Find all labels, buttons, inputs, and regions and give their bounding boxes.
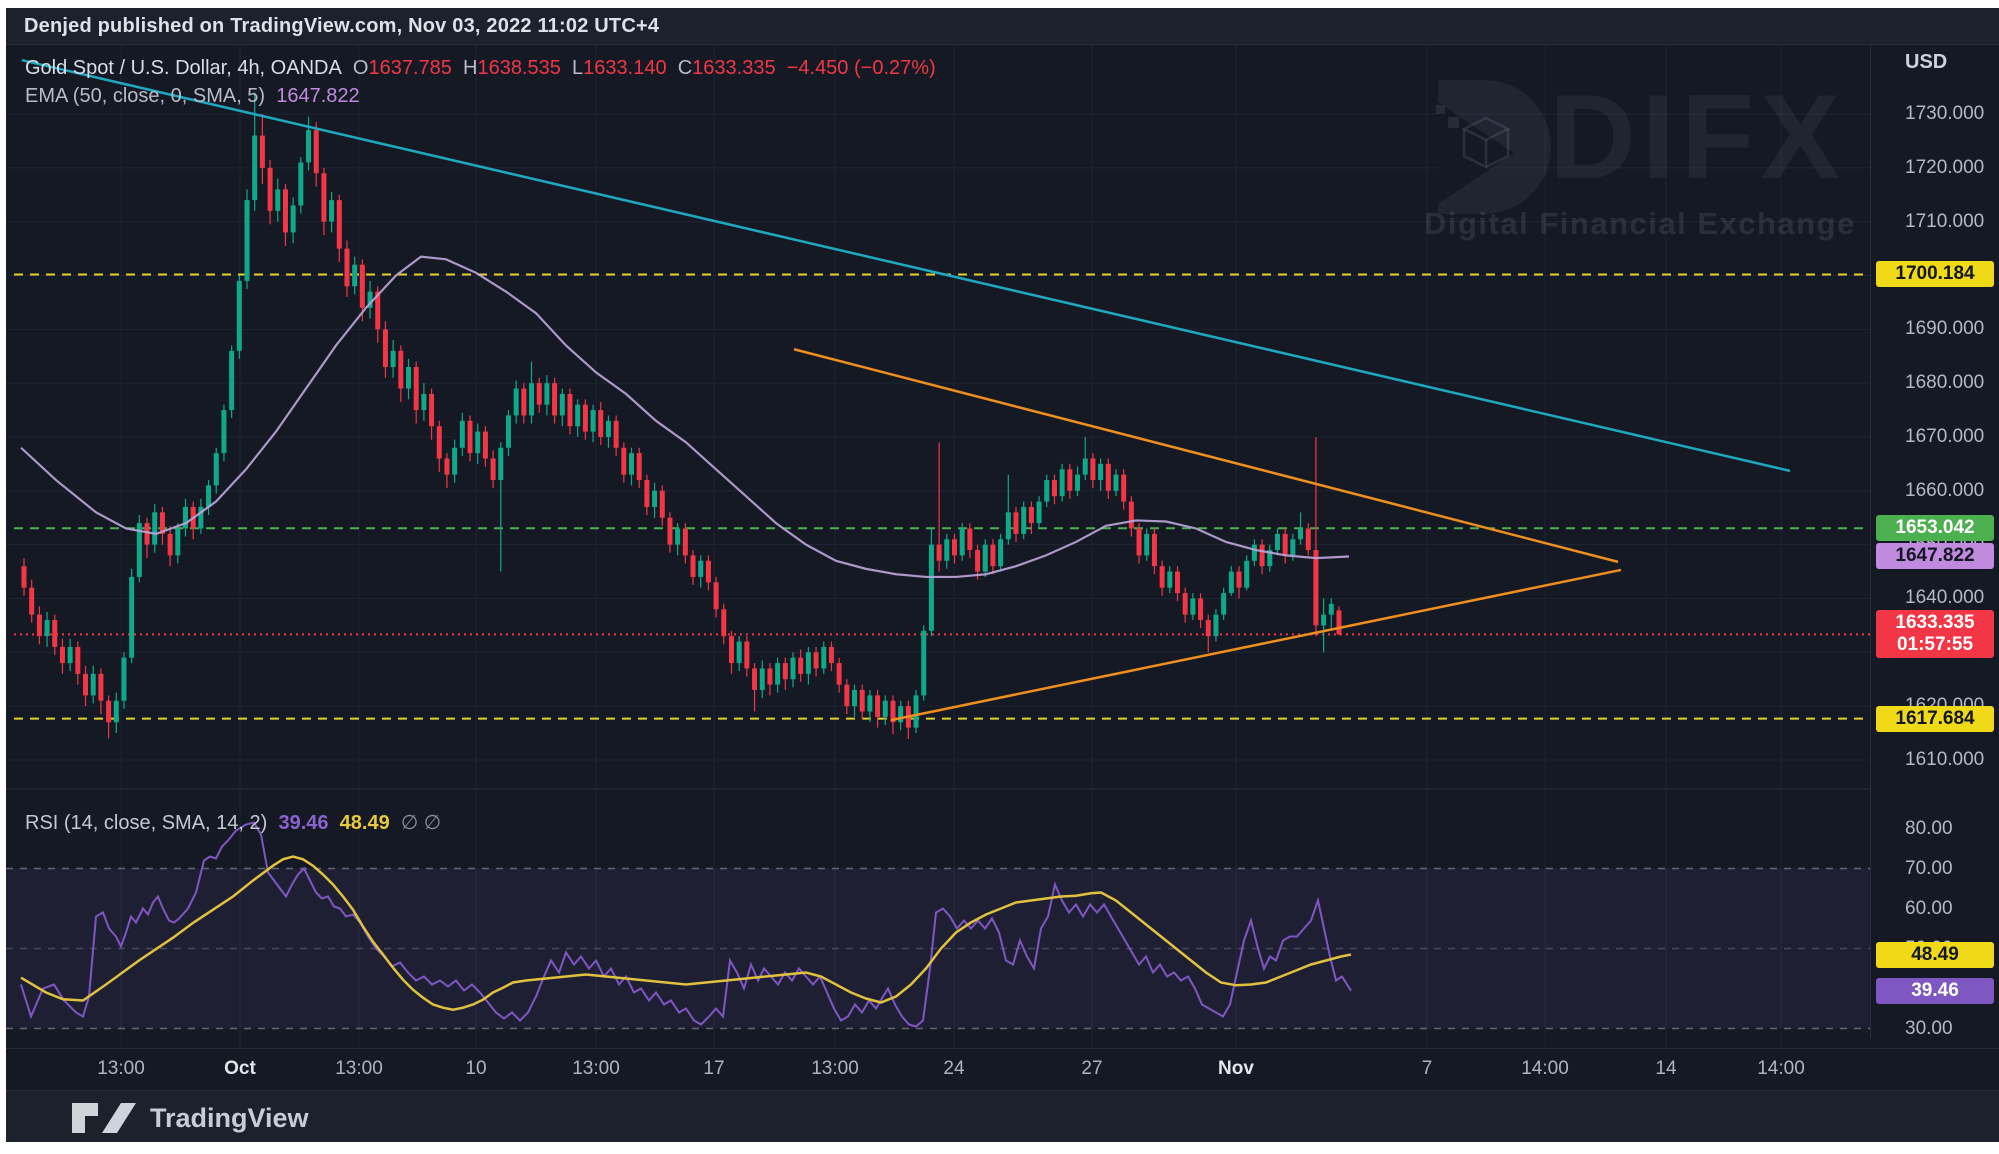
ohlc-close-letter: C: [677, 57, 693, 79]
rsi-tick: 70.00: [1905, 857, 1953, 879]
rsi-legend[interactable]: RSI (14, close, SMA, 14, 2) 39.46 48.49 …: [25, 810, 441, 835]
rsi-value-purple: 39.46: [278, 812, 329, 834]
change-value: −4.450 (−0.27%): [786, 57, 936, 79]
ohlc-high-letter: H: [463, 57, 478, 79]
time-tick: 13:00: [335, 1058, 383, 1079]
price-scale-currency: USD: [1905, 51, 1948, 73]
rsi-tick: 30.00: [1905, 1017, 1953, 1039]
footer-bar: TradingView: [6, 1090, 1999, 1142]
ohlc-low-letter: L: [572, 57, 584, 79]
ohlc-low-value: 1633.140: [583, 57, 667, 79]
ohlc-open-letter: O: [352, 57, 369, 79]
tradingview-logo-icon[interactable]: [70, 1101, 140, 1137]
rsi-tick: 60.00: [1905, 897, 1953, 919]
symbol-legend[interactable]: Gold Spot / U.S. Dollar, 4h, OANDA O1637…: [25, 57, 936, 80]
price-tick: 1730.000: [1905, 103, 1985, 124]
difx-logo-icon: [1436, 80, 1551, 214]
time-tick: Oct: [224, 1058, 256, 1079]
time-tick: 14: [1655, 1058, 1677, 1079]
axis-price-label: 48.49: [1876, 941, 1994, 968]
ema-legend[interactable]: EMA (50, close, 0, SMA, 5) 1647.822: [25, 85, 360, 108]
ema-value: 1647.822: [276, 85, 360, 107]
tradingview-brand[interactable]: TradingView: [150, 1103, 309, 1133]
symbol-title[interactable]: Gold Spot / U.S. Dollar, 4h, OANDA: [25, 57, 342, 79]
time-scale[interactable]: 13:00 Oct 13:00 10 13:00 17 13:00 24 27 Nov 7 14:00…: [6, 1048, 1999, 1090]
chart-region[interactable]: DIFX Digital Financial Exchange Gold Spo…: [6, 45, 1999, 1090]
time-tick: 17: [703, 1058, 725, 1079]
time-tick: 10: [465, 1058, 487, 1079]
watermark-name: DIFX: [1549, 70, 1847, 204]
time-tick: 13:00: [811, 1058, 859, 1079]
rsi-value-yellow: 48.49: [339, 812, 390, 834]
watermark-subtitle: Digital Financial Exchange: [1424, 206, 1856, 241]
chart-canvas[interactable]: [6, 45, 1999, 1100]
difx-watermark: DIFX Digital Financial Exchange: [1416, 60, 1856, 255]
time-tick: 14:00: [1757, 1058, 1805, 1079]
price-tick: 1610.000: [1905, 748, 1985, 770]
price-tick: 1640.000: [1905, 587, 1985, 609]
time-tick: Nov: [1218, 1058, 1254, 1079]
rsi-title[interactable]: RSI (14, close, SMA, 14, 2): [25, 812, 268, 834]
ohlc-close-value: 1633.335: [692, 57, 776, 79]
axis-price-label: 1633.335 01:57:55: [1876, 610, 1994, 659]
time-tick: 7: [1421, 1058, 1433, 1079]
ohlc-open-value: 1637.785: [368, 57, 452, 79]
time-tick: 24: [943, 1058, 965, 1079]
price-tick: 1670.000: [1905, 425, 1985, 447]
axis-price-label: 1647.822: [1876, 543, 1994, 570]
ema-title[interactable]: EMA (50, close, 0, SMA, 5): [25, 85, 266, 107]
time-tick: 13:00: [572, 1058, 620, 1079]
tradingview-chart-window: Denjed published on TradingView.com, Nov…: [6, 8, 1999, 1142]
price-scale[interactable]: USD 1730.0001720.0001710.0001700.0001690…: [1870, 45, 1999, 1039]
time-tick: 13:00: [97, 1058, 145, 1079]
price-tick: 1660.000: [1905, 479, 1985, 501]
axis-price-label: 39.46: [1876, 977, 1994, 1004]
price-tick: 1690.000: [1905, 318, 1985, 340]
axis-price-label: 1700.184: [1876, 261, 1994, 288]
price-tick: 1710.000: [1905, 210, 1985, 232]
rsi-tick: 80.00: [1905, 817, 1953, 839]
time-tick: 14:00: [1521, 1058, 1569, 1079]
time-tick: 27: [1081, 1058, 1103, 1079]
publication-bar: Denjed published on TradingView.com, Nov…: [6, 8, 1999, 45]
price-tick: 1680.000: [1905, 372, 1985, 394]
price-tick: 1720.000: [1905, 156, 1985, 178]
publication-title: Denjed published on TradingView.com, Nov…: [24, 14, 660, 37]
ohlc-high-value: 1638.535: [477, 57, 561, 79]
axis-price-label: 1653.042: [1876, 515, 1994, 542]
axis-price-label: 1617.684: [1876, 705, 1994, 732]
rsi-hidden-series-icons[interactable]: ∅ ∅: [400, 812, 442, 834]
